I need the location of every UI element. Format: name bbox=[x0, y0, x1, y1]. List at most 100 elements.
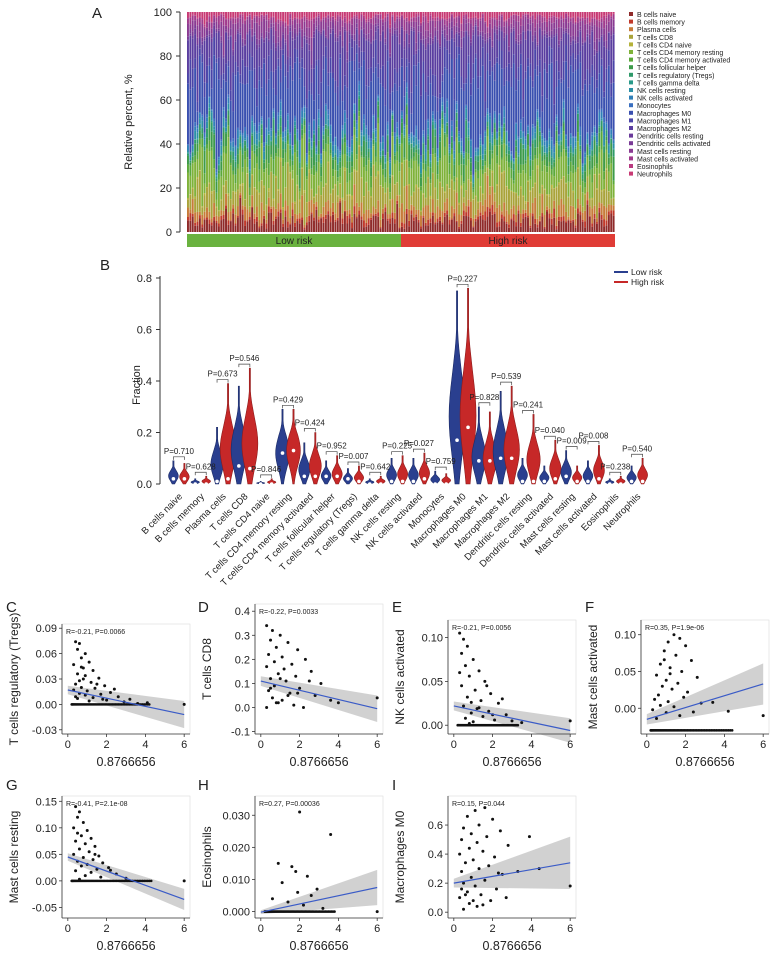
bar-segment-macrophages-m2 bbox=[505, 34, 508, 67]
bar-segment-eosinophils bbox=[605, 15, 608, 18]
bar-segment-macrophages-m0 bbox=[605, 81, 608, 122]
bar-segment-t-cells-follicular-helper bbox=[510, 162, 513, 169]
bar-segment-t-cells-cd4-memory-resting bbox=[253, 168, 256, 188]
bar-segment-t-cells-cd4-memory-activated bbox=[220, 170, 223, 177]
bar-segment-macrophages-m0 bbox=[595, 87, 598, 134]
bar-segment-t-cells-follicular-helper bbox=[479, 155, 482, 160]
p-value-bracket bbox=[238, 363, 251, 368]
bar-segment-t-cells-cd4-naive bbox=[510, 190, 513, 192]
bar-segment-mast-cells-resting bbox=[320, 21, 323, 32]
bar-segment-t-cells-follicular-helper bbox=[355, 141, 358, 155]
bar-segment-macrophages-m1 bbox=[251, 56, 254, 71]
bar-segment-mast-cells-resting bbox=[605, 24, 608, 41]
bar-segment-dendritic-cells-activated bbox=[286, 50, 289, 57]
bar-segment-neutrophils bbox=[565, 12, 568, 14]
bar-segment-nk-cells-resting bbox=[239, 133, 242, 136]
bar-segment-t-cells-regulatory-tregs- bbox=[429, 163, 432, 168]
bar-segment-dendritic-cells-activated bbox=[362, 28, 365, 34]
violin-high-risk bbox=[286, 409, 301, 485]
bar-segment-t-cells-cd4-naive bbox=[196, 176, 199, 179]
bar-segment-t-cells-follicular-helper bbox=[289, 149, 292, 160]
p-value-label: P=0.846 bbox=[251, 465, 282, 474]
bar-segment-eosinophils bbox=[317, 13, 320, 16]
bar-segment-t-cells-regulatory-tregs- bbox=[443, 132, 446, 135]
bar-segment-t-cells-cd4-memory-resting bbox=[412, 160, 415, 192]
bar-segment-plasma-cells bbox=[365, 210, 368, 223]
bar-segment-dendritic-cells-activated bbox=[584, 40, 587, 42]
stacked-bar-sample bbox=[220, 12, 223, 232]
bar-segment-eosinophils bbox=[310, 18, 313, 21]
bar-segment-t-cells-cd8 bbox=[458, 204, 461, 215]
bar-segment-t-cells-follicular-helper bbox=[372, 139, 375, 145]
bar-segment-mast-cells-resting bbox=[412, 21, 415, 28]
bar-segment-b-cells-naive bbox=[510, 219, 513, 232]
bar-segment-mast-cells-activated bbox=[500, 14, 503, 17]
bar-segment-t-cells-regulatory-tregs- bbox=[217, 165, 220, 171]
bar-segment-mast-cells-resting bbox=[529, 19, 532, 25]
bar-segment-t-cells-cd4-naive bbox=[201, 206, 204, 208]
data-point bbox=[280, 881, 284, 885]
bar-segment-mast-cells-activated bbox=[574, 22, 577, 25]
bar-segment-t-cells-cd4-memory-resting bbox=[505, 161, 508, 186]
bar-segment-t-cells-cd4-memory-activated bbox=[595, 163, 598, 169]
stacked-bar-sample bbox=[303, 12, 306, 232]
bar-segment-mast-cells-resting bbox=[267, 27, 270, 33]
bar-segment-t-cells-cd4-memory-activated bbox=[282, 158, 285, 167]
bar-segment-dendritic-cells-resting bbox=[334, 37, 337, 42]
bar-segment-t-cells-cd4-memory-activated bbox=[377, 117, 380, 124]
bar-segment-t-cells-cd8 bbox=[484, 172, 487, 200]
bar-segment-mast-cells-activated bbox=[334, 20, 337, 26]
bar-segment-t-cells-cd4-memory-resting bbox=[396, 160, 399, 183]
bar-segment-b-cells-memory bbox=[574, 225, 577, 228]
bar-segment-neutrophils bbox=[187, 12, 189, 18]
bar-segment-t-cells-cd4-memory-resting bbox=[187, 172, 189, 198]
bar-segment-b-cells-memory bbox=[232, 208, 235, 214]
panel-b-y-tick-label: 0.6 bbox=[137, 325, 152, 337]
bar-segment-t-cells-regulatory-tregs- bbox=[332, 157, 334, 160]
stacked-bar-sample bbox=[279, 12, 282, 232]
bar-segment-mast-cells-activated bbox=[189, 17, 192, 25]
bar-segment-t-cells-follicular-helper bbox=[384, 168, 387, 178]
bar-segment-dendritic-cells-activated bbox=[607, 31, 610, 33]
bar-segment-nk-cells-resting bbox=[372, 129, 375, 132]
bar-segment-mast-cells-resting bbox=[348, 23, 351, 30]
bar-segment-macrophages-m2 bbox=[403, 49, 406, 81]
violin-median-point-low bbox=[258, 482, 263, 486]
bar-segment-b-cells-memory bbox=[289, 223, 292, 225]
bar-segment-nk-cells-resting bbox=[289, 138, 292, 145]
bar-segment-t-cells-cd8 bbox=[531, 187, 534, 203]
bar-segment-t-cells-gamma-delta bbox=[298, 161, 301, 163]
bar-segment-plasma-cells bbox=[553, 200, 556, 209]
bar-segment-nk-cells-resting bbox=[536, 117, 539, 120]
bar-segment-eosinophils bbox=[527, 13, 529, 15]
panel-b-y-tick-label: 0.0 bbox=[137, 479, 152, 491]
bar-segment-b-cells-memory bbox=[386, 218, 389, 221]
bar-segment-t-cells-cd8 bbox=[267, 191, 270, 198]
bar-segment-t-cells-cd8 bbox=[548, 196, 551, 209]
bar-segment-t-cells-follicular-helper bbox=[579, 149, 582, 152]
bar-segment-dendritic-cells-activated bbox=[503, 32, 506, 38]
bar-segment-t-cells-regulatory-tregs- bbox=[210, 122, 213, 132]
bar-segment-t-cells-cd4-memory-activated bbox=[550, 169, 553, 175]
stacked-bar-sample bbox=[453, 12, 456, 232]
bar-segment-mast-cells-resting bbox=[379, 19, 382, 35]
bar-segment-b-cells-memory bbox=[225, 205, 227, 209]
bar-segment-dendritic-cells-resting bbox=[270, 27, 273, 30]
bar-segment-mast-cells-resting bbox=[274, 30, 277, 43]
x-tick-label: 6 bbox=[760, 739, 766, 751]
bar-segment-nk-cells-resting bbox=[408, 138, 411, 142]
bar-segment-b-cells-memory bbox=[360, 216, 363, 220]
bar-segment-mast-cells-activated bbox=[272, 17, 275, 24]
x-tick-label: 0 bbox=[258, 739, 264, 751]
bar-segment-t-cells-follicular-helper bbox=[229, 155, 232, 163]
bar-segment-neutrophils bbox=[484, 12, 487, 22]
y-axis-label: Mast cells activated bbox=[586, 625, 600, 730]
bar-segment-t-cells-cd4-memory-activated bbox=[408, 161, 411, 168]
bar-segment-neutrophils bbox=[239, 12, 242, 14]
bar-segment-mast-cells-resting bbox=[498, 20, 501, 26]
violin-median-point-low bbox=[215, 479, 219, 484]
bar-segment-nk-cells-activated bbox=[225, 121, 227, 128]
bar-segment-dendritic-cells-resting bbox=[282, 34, 285, 39]
data-point bbox=[458, 631, 462, 635]
